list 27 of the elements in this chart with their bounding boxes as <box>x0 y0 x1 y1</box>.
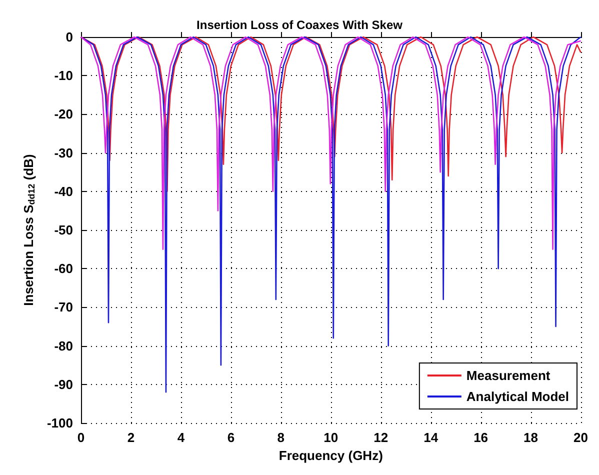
y-axis-title: Insertion Loss Sdd12 (dB) <box>21 154 37 306</box>
chart-title: Insertion Loss of Coaxes With Skew <box>196 18 404 32</box>
y-tick-label: -40 <box>54 184 73 199</box>
x-tick-label: 14 <box>424 430 439 445</box>
y-tick-label: -70 <box>54 300 73 315</box>
x-tick-label: 2 <box>127 430 135 445</box>
x-axis-title: Frequency (GHz) <box>278 448 383 463</box>
x-tick-label: 0 <box>77 430 85 445</box>
x-tick-label: 20 <box>574 430 588 445</box>
y-tick-label: 0 <box>66 30 73 44</box>
x-tick-label: 18 <box>524 430 538 445</box>
x-tick-label: 4 <box>177 430 186 445</box>
x-tick-label: 6 <box>227 430 235 445</box>
legend-label: Analytical Model <box>466 389 569 404</box>
x-tick-label: 16 <box>474 430 488 445</box>
y-tick-label: -90 <box>54 376 73 392</box>
legend-label: Measurement <box>466 368 551 383</box>
y-tick-label: -30 <box>54 145 73 160</box>
y-tick-label: -10 <box>54 68 73 84</box>
x-tick-label: 8 <box>277 430 285 445</box>
y-tick-label: -50 <box>54 222 73 238</box>
x-tick-label: 10 <box>324 430 338 445</box>
y-tick-label: -100 <box>46 416 73 430</box>
y-tick-label: -80 <box>54 338 73 354</box>
y-tick-label: -20 <box>54 106 73 122</box>
x-tick-label: 12 <box>374 430 388 445</box>
y-tick-label: -60 <box>54 261 73 276</box>
